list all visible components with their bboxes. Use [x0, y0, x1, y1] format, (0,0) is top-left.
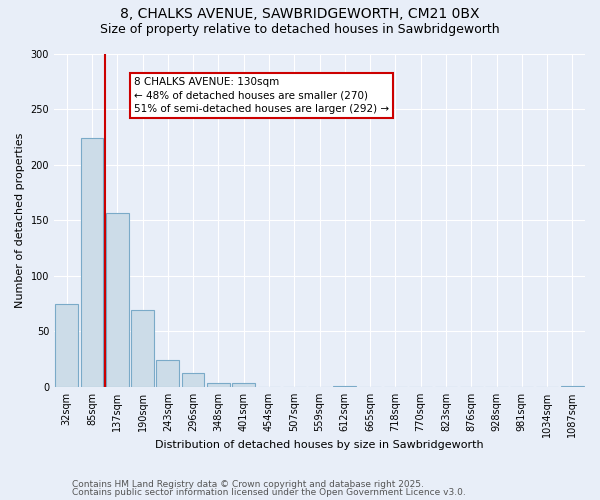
- Bar: [157, 360, 179, 387]
- Bar: [182, 372, 205, 387]
- Bar: [80, 138, 103, 387]
- Bar: [232, 382, 255, 387]
- Text: 8 CHALKS AVENUE: 130sqm
← 48% of detached houses are smaller (270)
51% of semi-d: 8 CHALKS AVENUE: 130sqm ← 48% of detache…: [134, 78, 389, 114]
- Bar: [106, 212, 128, 387]
- Text: Size of property relative to detached houses in Sawbridgeworth: Size of property relative to detached ho…: [100, 22, 500, 36]
- Y-axis label: Number of detached properties: Number of detached properties: [15, 133, 25, 308]
- Bar: [131, 310, 154, 387]
- Text: Contains public sector information licensed under the Open Government Licence v3: Contains public sector information licen…: [72, 488, 466, 497]
- Text: Contains HM Land Registry data © Crown copyright and database right 2025.: Contains HM Land Registry data © Crown c…: [72, 480, 424, 489]
- Text: 8, CHALKS AVENUE, SAWBRIDGEWORTH, CM21 0BX: 8, CHALKS AVENUE, SAWBRIDGEWORTH, CM21 0…: [120, 8, 480, 22]
- Bar: [334, 386, 356, 387]
- Bar: [561, 386, 584, 387]
- Bar: [207, 382, 230, 387]
- Bar: [55, 304, 78, 387]
- X-axis label: Distribution of detached houses by size in Sawbridgeworth: Distribution of detached houses by size …: [155, 440, 484, 450]
